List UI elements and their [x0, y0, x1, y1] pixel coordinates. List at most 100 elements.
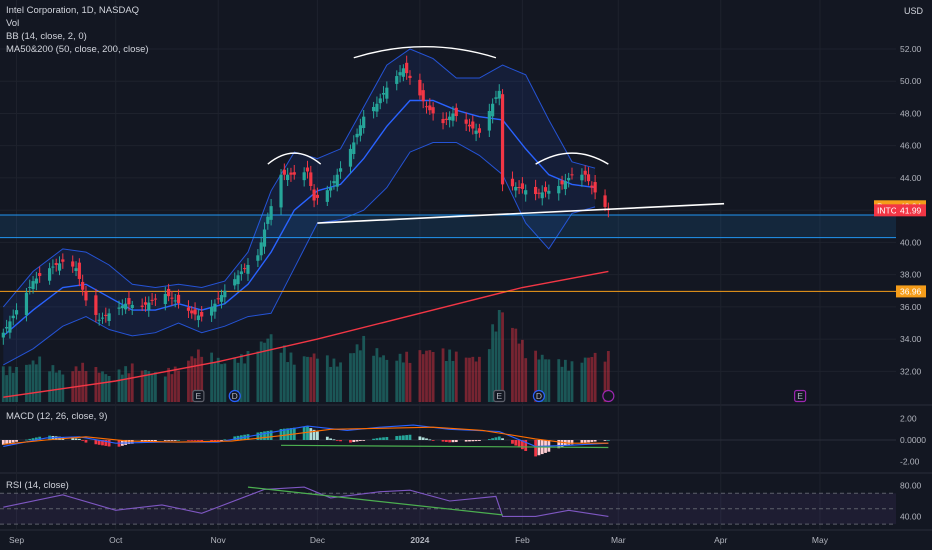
candle-body: [385, 87, 389, 99]
candle-body: [563, 181, 567, 190]
volume-bar: [560, 366, 564, 402]
volume-bar: [120, 374, 124, 402]
macd-histogram-bar: [71, 438, 75, 440]
bollinger-lower-line: [3, 142, 596, 366]
macd-histogram-bar: [263, 431, 266, 440]
macd-histogram-bar: [583, 440, 587, 443]
volume-bar: [216, 357, 220, 402]
macd-histogram-bar: [491, 438, 495, 440]
candle-body: [28, 286, 32, 288]
volume-bar: [587, 357, 590, 402]
rsi-divergence-line: [247, 486, 503, 516]
price-tick-label: 40.00: [900, 237, 922, 247]
macd-histogram-bar: [590, 440, 594, 442]
macd-histogram-bar: [190, 440, 194, 441]
candle-body: [100, 317, 105, 319]
macd-histogram-bar: [587, 440, 590, 443]
macd-tick-label: 2.00: [900, 414, 917, 424]
macd-tick-label: 0.0000: [900, 435, 926, 445]
macd-histogram-bar: [1, 440, 5, 445]
macd-histogram-bar: [31, 438, 35, 440]
volume-bar: [144, 370, 147, 402]
bollinger-legend[interactable]: BB (14, close, 2, 0): [6, 31, 87, 42]
volume-bar: [487, 349, 491, 402]
macd-histogram-bar: [517, 440, 521, 448]
macd-histogram-bar: [332, 439, 336, 441]
candle-body: [454, 107, 458, 117]
volume-bar: [279, 352, 283, 402]
candle-body: [269, 206, 273, 220]
candle-body: [497, 90, 501, 99]
candle-body: [38, 273, 42, 276]
volume-bar: [570, 361, 574, 402]
macd-histogram-bar: [441, 440, 445, 442]
volume-bar: [239, 354, 243, 402]
candle-body: [510, 178, 515, 187]
macd-histogram-bar: [325, 436, 329, 440]
candle-body: [94, 295, 98, 315]
macd-histogram-bar: [233, 436, 237, 440]
macd-histogram-bar: [177, 440, 180, 441]
macd-histogram-bar: [501, 438, 504, 440]
candle-body: [491, 103, 495, 117]
candle-body: [448, 116, 452, 121]
volume-bar: [200, 356, 204, 402]
volume-legend[interactable]: Vol: [6, 18, 20, 29]
candle-body: [292, 172, 296, 175]
earnings-marker: [192, 389, 205, 403]
macd-histogram-bar: [173, 440, 177, 441]
volume-bar: [48, 371, 51, 402]
candle-body: [332, 181, 336, 184]
macd-histogram-bar: [329, 438, 333, 440]
volume-bar: [187, 360, 190, 402]
candle-body: [47, 268, 52, 281]
volume-bar: [220, 364, 223, 402]
volume-bar: [302, 356, 306, 402]
symbol-legend[interactable]: Intel Corporation, 1D, NASDAQ: [6, 5, 140, 16]
price-tick-label: 32.00: [900, 366, 922, 376]
volume-bar: [421, 354, 425, 402]
candle-body: [586, 174, 591, 182]
macd-legend[interactable]: MACD (12, 26, close, 9): [6, 411, 108, 422]
candle-body: [8, 321, 12, 333]
macd-histogram-bar: [306, 426, 309, 440]
volume-bar: [81, 362, 85, 402]
volume-bar: [173, 366, 177, 402]
macd-histogram-bar: [58, 436, 61, 440]
candle-body: [31, 281, 35, 290]
candle-body: [405, 62, 409, 74]
ma200-line: [3, 270, 609, 398]
macd-histogram-bar: [382, 437, 385, 440]
volume-bar: [246, 351, 250, 402]
macd-histogram-bar: [524, 440, 528, 451]
volume-bar: [395, 360, 399, 402]
ma-legend[interactable]: MA50&200 (50, close, 200, close): [6, 44, 149, 55]
macd-histogram-bar: [309, 428, 313, 440]
currency-label[interactable]: USD: [904, 6, 924, 16]
candle-body: [401, 68, 405, 77]
macd-histogram-bar: [603, 440, 607, 441]
volume-bar: [448, 349, 452, 402]
volume-bar: [84, 371, 88, 402]
candle-body: [236, 275, 240, 285]
rsi-legend[interactable]: RSI (14, close): [6, 480, 69, 491]
candle-body: [451, 113, 455, 121]
macd-histogram-bar: [104, 440, 108, 446]
candle-body: [514, 186, 518, 191]
volume-bar: [511, 327, 514, 402]
candle-body: [557, 185, 561, 194]
macd-histogram-bar: [478, 440, 481, 441]
macd-histogram-bar: [127, 440, 131, 445]
volume-bar: [425, 350, 428, 402]
candle-body: [474, 130, 478, 134]
macd-histogram-bar: [567, 440, 571, 445]
volume-bar: [31, 360, 35, 402]
candle-body: [408, 75, 412, 78]
volume-bar: [97, 372, 101, 402]
macd-histogram-bar: [355, 440, 359, 442]
event-marker-label: D: [232, 391, 238, 401]
candle-body: [395, 76, 399, 84]
volume-bar: [580, 362, 584, 402]
